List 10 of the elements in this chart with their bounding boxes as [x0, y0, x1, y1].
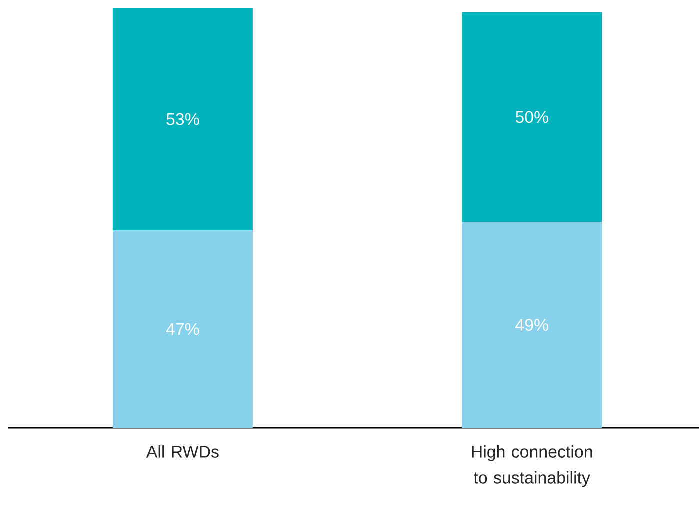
data-label: 53% [166, 113, 200, 126]
data-label: 47% [166, 323, 200, 336]
bar [112, 230, 253, 428]
bar [112, 8, 253, 231]
bar [462, 12, 602, 222]
bar [462, 222, 602, 428]
x-tick-label: High connection to sustainability [472, 446, 592, 488]
data-label: 49% [516, 319, 548, 332]
data-label: 50% [516, 111, 548, 124]
x-tick-label: All RWDs [146, 446, 219, 458]
